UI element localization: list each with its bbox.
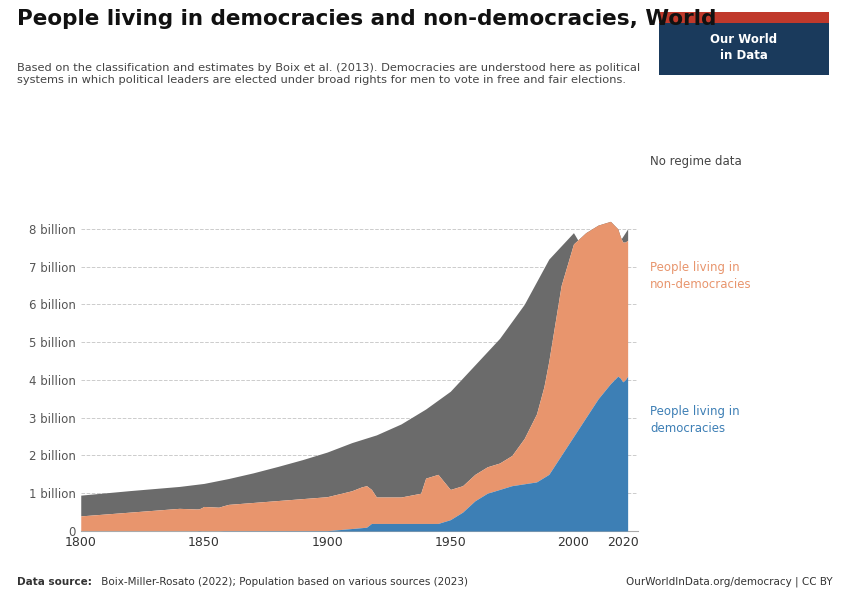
Text: People living in
non-democracies: People living in non-democracies xyxy=(650,261,752,291)
FancyBboxPatch shape xyxy=(659,12,829,75)
Text: Our World
in Data: Our World in Data xyxy=(711,34,777,62)
Text: Data source:: Data source: xyxy=(17,577,92,587)
Text: OurWorldInData.org/democracy | CC BY: OurWorldInData.org/democracy | CC BY xyxy=(626,576,833,587)
FancyBboxPatch shape xyxy=(659,12,829,23)
Text: Boix-Miller-Rosato (2022); Population based on various sources (2023): Boix-Miller-Rosato (2022); Population ba… xyxy=(98,577,468,587)
Text: No regime data: No regime data xyxy=(650,155,742,169)
Text: People living in democracies and non-democracies, World: People living in democracies and non-dem… xyxy=(17,9,717,29)
Text: Based on the classification and estimates by Boix et al. (2013). Democracies are: Based on the classification and estimate… xyxy=(17,63,640,85)
Text: People living in
democracies: People living in democracies xyxy=(650,405,740,435)
